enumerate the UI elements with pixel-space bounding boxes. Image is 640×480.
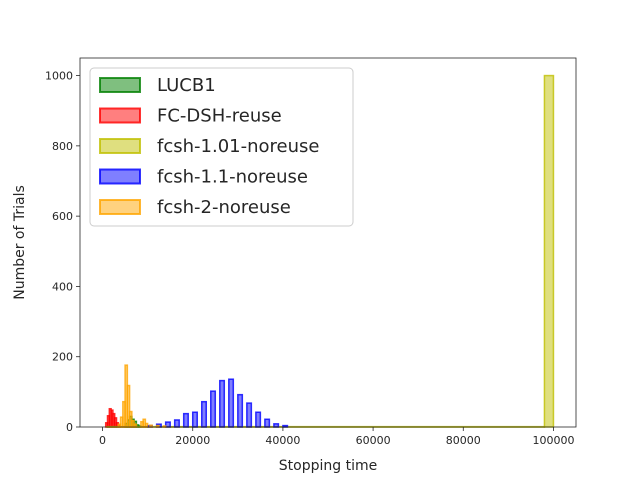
series-fcsh-1.1-noreuse (146, 378, 289, 428)
y-tick-label: 0 (66, 421, 73, 434)
histogram-bar (210, 390, 217, 428)
legend-label: fcsh-1.01-noreuse (157, 136, 319, 157)
histogram-bar (246, 402, 253, 428)
series-fcsh-2-noreuse (117, 364, 167, 428)
x-tick-label: 100000 (532, 434, 574, 447)
histogram-bar (200, 400, 208, 428)
histogram-bar (133, 423, 138, 428)
y-tick-label: 400 (52, 280, 73, 293)
y-tick-label: 200 (52, 351, 73, 364)
x-tick-label: 40000 (265, 434, 300, 447)
histogram-bar (191, 411, 198, 428)
x-tick-label: 60000 (356, 434, 391, 447)
y-tick-label: 800 (52, 140, 73, 153)
histogram-bar (144, 422, 149, 428)
x-axis-ticks: 0 20000 40000 60000 80000 100000 (99, 427, 574, 447)
legend-label: FC-DSH-reuse (157, 106, 282, 127)
histogram-bar (219, 379, 226, 428)
legend-swatch (99, 138, 141, 154)
legend-label: fcsh-2-noreuse (157, 197, 291, 218)
legend-item: fcsh-1.1-noreuse (99, 167, 308, 188)
histogram-bar (264, 418, 271, 428)
y-axis-ticks: 0 200 400 600 800 1000 (45, 70, 80, 434)
histogram-bar (255, 411, 262, 428)
x-tick-label: 0 (99, 434, 106, 447)
x-axis-label: Stopping time (279, 458, 377, 474)
x-tick-label: 20000 (175, 434, 210, 447)
legend-swatch (99, 77, 141, 93)
plot-frame (79, 57, 577, 428)
histogram-bar (273, 423, 280, 428)
histogram-bar (543, 74, 555, 428)
legend-swatch (99, 107, 141, 124)
histogram-bar (237, 393, 244, 428)
y-axis-label: Number of Trials (12, 185, 28, 300)
legend-item: fcsh-2-noreuse (99, 197, 291, 218)
x-tick-label: 80000 (446, 434, 481, 447)
histogram-bar (173, 419, 180, 428)
legend-item: FC-DSH-reuse (99, 106, 282, 127)
y-tick-label: 600 (52, 210, 73, 223)
histogram-bar (228, 378, 235, 428)
legend-label: LUCB1 (157, 75, 216, 96)
legend-swatch (99, 199, 141, 215)
legend: LUCB1 FC-DSH-reuse fcsh-1.01-noreuse fcsh-1… (89, 67, 354, 227)
histogram-bar (182, 412, 189, 428)
legend-box (89, 67, 354, 227)
legend-item: LUCB1 (99, 75, 216, 96)
legend-label: fcsh-1.1-noreuse (157, 167, 308, 188)
legend-swatch (99, 168, 141, 185)
y-tick-label: 1000 (45, 70, 73, 83)
legend-item: fcsh-1.01-noreuse (99, 136, 319, 157)
